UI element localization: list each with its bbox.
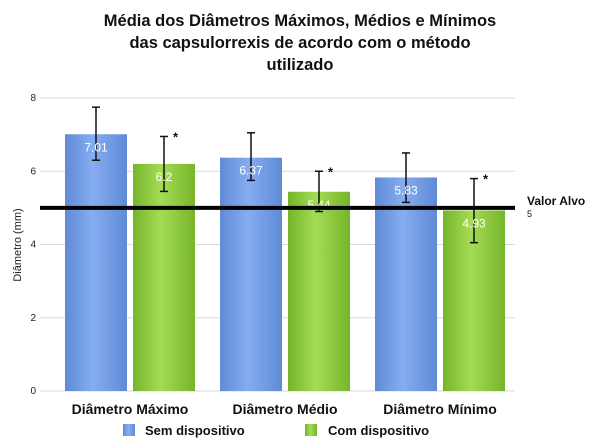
bars [65, 134, 505, 392]
chart-title-line-2: das capsulorrexis de acordo com o método [129, 34, 470, 52]
bar-sem-dispositivo [375, 177, 437, 391]
data-labels: 7.016.2 6.375.445.834.93 [84, 140, 486, 230]
x-category-label: Diâmetro Máximo [72, 401, 189, 417]
data-label: 4.93 [462, 216, 486, 230]
bar-sem-dispositivo [65, 134, 127, 392]
x-axis-category-labels: Diâmetro Máximo Diâmetro Médio Diâmetro Mí… [72, 401, 497, 417]
legend-label-sem-dispositivo: Sem dispositivo [145, 423, 245, 438]
y-axis-ticks: 0 2 4 6 8 [30, 93, 36, 397]
y-tick-label: 6 [30, 166, 36, 177]
chart-title: Média dos Diâmetros Máximos, Médios e Mí… [104, 12, 496, 74]
error-bars [92, 106, 478, 244]
chart-title-line-3: utilizado [267, 56, 334, 74]
significance-marker: * [483, 172, 489, 187]
bar-com-dispositivo [133, 163, 195, 391]
legend-swatch-com-dispositivo [305, 424, 317, 436]
significance-markers: * * * [173, 129, 489, 186]
bar-com-dispositivo [288, 191, 350, 391]
x-category-label: Diâmetro Médio [232, 401, 337, 417]
data-label: 6.2 [156, 170, 173, 184]
y-axis-label: Diâmetro (mm) [12, 208, 24, 281]
x-category-label: Diâmetro Mínimo [383, 401, 497, 417]
chart-title-line-1: Média dos Diâmetros Máximos, Médios e Mí… [104, 12, 496, 30]
data-label: 5.83 [394, 183, 418, 197]
legend: Sem dispositivo Com dispositivo [123, 423, 429, 438]
reference-line-label: Valor Alvo [527, 194, 585, 208]
y-tick-label: 8 [30, 93, 36, 104]
y-tick-label: 0 [30, 386, 36, 397]
y-tick-label: 2 [30, 313, 36, 324]
data-label: 7.01 [84, 140, 108, 154]
significance-marker: * [328, 164, 334, 179]
data-label: 6.37 [239, 164, 263, 178]
legend-swatch-sem-dispositivo [123, 424, 135, 436]
reference-line-value: 5 [527, 209, 532, 219]
significance-marker: * [173, 129, 179, 144]
y-tick-label: 4 [30, 240, 36, 251]
legend-label-com-dispositivo: Com dispositivo [328, 423, 429, 438]
bar-sem-dispositivo [220, 157, 282, 391]
